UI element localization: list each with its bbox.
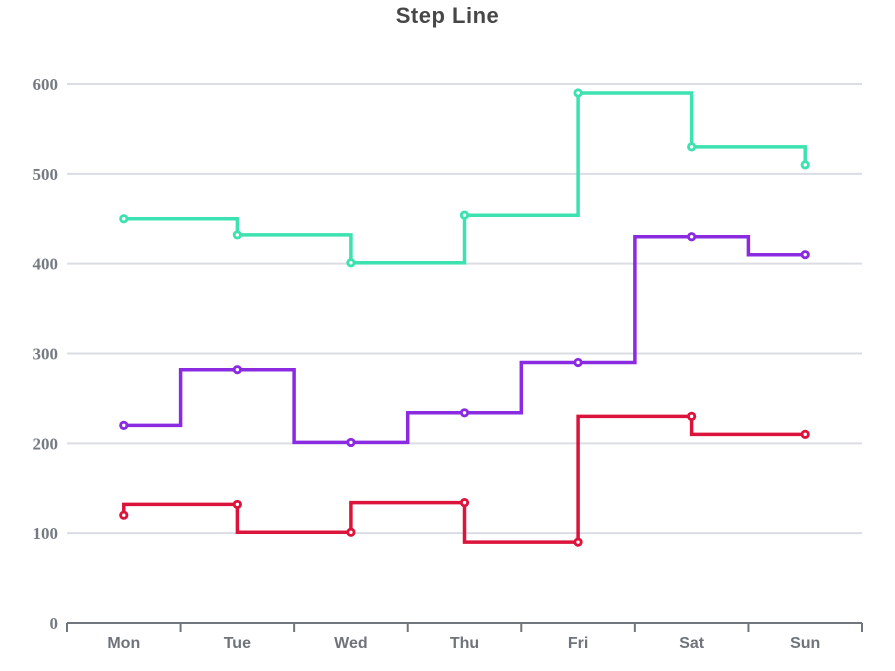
y-axis-label-600: 600: [33, 75, 59, 94]
purple-step-middle-series-marker-center-dot-tue: [235, 367, 240, 372]
chart-title: Step Line: [395, 3, 500, 28]
teal-step-end-series-marker-center-dot-mon: [122, 217, 126, 221]
purple-step-middle-series-marker-center-dot-mon: [122, 423, 126, 428]
teal-step-end-series-marker-center-dot-fri: [576, 91, 580, 95]
y-axis-label-200: 200: [33, 434, 59, 453]
purple-step-middle-series-marker-center-dot-wed: [349, 440, 353, 445]
y-axis-label-0: 0: [50, 614, 59, 633]
red-step-start-series-marker-center-dot-thu: [462, 500, 467, 505]
teal-step-end-series-marker-center-dot-wed: [349, 261, 353, 265]
purple-step-middle-series-marker-center-dot-fri: [576, 360, 580, 365]
teal-step-end-series-marker-center-dot-sun: [803, 163, 807, 167]
x-axis-label-tue: Tue: [224, 635, 251, 652]
y-axis-label-400: 400: [33, 255, 59, 274]
red-step-start-series-marker-center-dot-mon: [122, 513, 126, 517]
red-step-start-series-marker-center-dot-tue: [235, 502, 240, 507]
y-axis-label-500: 500: [33, 165, 59, 184]
red-step-start-series-marker-center-dot-fri: [576, 540, 580, 544]
teal-step-end-series-marker-center-dot-sat: [689, 145, 694, 149]
y-axis-label-300: 300: [33, 345, 59, 364]
x-axis-label-sun: Sun: [790, 635, 820, 652]
x-axis-label-wed: Wed: [334, 635, 367, 652]
x-axis-label-mon: Mon: [107, 635, 140, 652]
y-axis-label-100: 100: [33, 524, 59, 543]
purple-step-middle-series-marker-center-dot-sun: [803, 252, 807, 257]
teal-step-end-series-marker-center-dot-thu: [462, 213, 467, 217]
x-axis-label-sat: Sat: [679, 635, 705, 652]
x-axis-label-thu: Thu: [450, 635, 479, 652]
purple-step-middle-series-marker-center-dot-sat: [689, 235, 694, 239]
x-axis-label-fri: Fri: [568, 635, 588, 652]
purple-step-middle-series-marker-center-dot-thu: [462, 411, 467, 415]
red-step-start-series-marker-center-dot-sun: [803, 432, 807, 437]
teal-step-end-series-marker-center-dot-tue: [235, 233, 240, 237]
red-step-start-series-marker-center-dot-wed: [349, 530, 353, 534]
red-step-start-series-marker-center-dot-sat: [689, 414, 694, 419]
red-step-start-series-path: [122, 414, 806, 544]
